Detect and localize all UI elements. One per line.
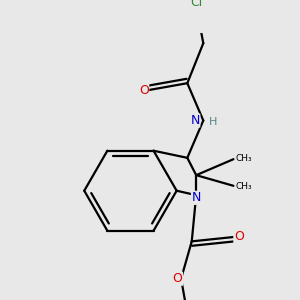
Text: N: N: [191, 191, 201, 204]
Text: O: O: [234, 230, 244, 243]
Text: H: H: [208, 117, 217, 127]
Text: CH₃: CH₃: [235, 154, 252, 163]
Text: Cl: Cl: [190, 0, 202, 9]
Text: CH₃: CH₃: [235, 182, 252, 191]
Text: O: O: [139, 84, 149, 97]
Text: O: O: [172, 272, 182, 285]
Text: N: N: [190, 114, 200, 127]
